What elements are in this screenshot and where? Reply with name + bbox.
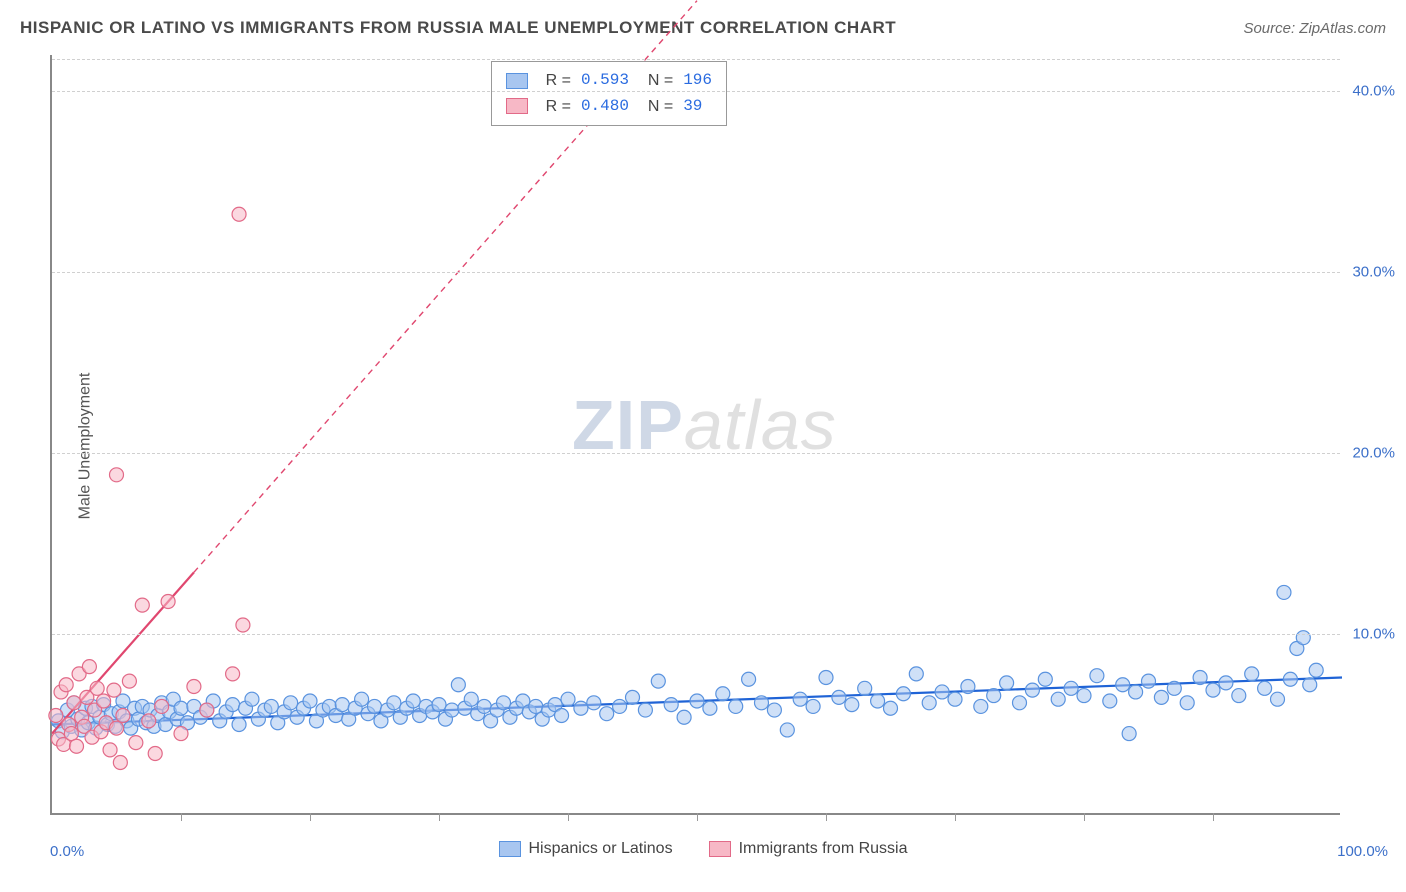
legend-swatch (506, 73, 528, 89)
grid-line-h (52, 91, 1340, 92)
correlation-legend: R = 0.593 N = 196 R = 0.480 N = 39 (491, 61, 727, 126)
legend-item: Immigrants from Russia (709, 840, 908, 858)
legend-r-value: 0.593 (581, 68, 629, 94)
legend-swatch (709, 841, 731, 857)
legend-row: R = 0.480 N = 39 (506, 94, 712, 120)
legend-n-label: N = (639, 94, 673, 120)
grid-line-h (52, 634, 1340, 635)
legend-n-value: 39 (683, 94, 702, 120)
legend-n-value: 196 (683, 68, 712, 94)
x-tick-mark (955, 813, 956, 821)
legend-r-label: R = (546, 94, 571, 120)
legend-swatch (506, 98, 528, 114)
grid-line-h (52, 272, 1340, 273)
legend-item: Hispanics or Latinos (499, 840, 673, 858)
y-tick-label: 30.0% (1352, 264, 1395, 281)
plot-area: ZIPatlas R =0.593 N =196R =0.480 N = 39 … (50, 55, 1340, 815)
legend-r-label: R = (546, 68, 571, 94)
y-tick-label: 20.0% (1352, 445, 1395, 462)
x-tick-mark (1213, 813, 1214, 821)
x-tick-mark (568, 813, 569, 821)
y-tick-label: 40.0% (1352, 83, 1395, 100)
grid-line-h (52, 59, 1340, 60)
grid-line-h (52, 453, 1340, 454)
legend-n-label: N = (639, 68, 673, 94)
x-tick-mark (697, 813, 698, 821)
chart-svg (52, 55, 1340, 813)
legend-row: R = 0.593 N = 196 (506, 68, 712, 94)
legend-label: Hispanics or Latinos (529, 840, 673, 858)
x-tick-mark (439, 813, 440, 821)
chart-source: Source: ZipAtlas.com (1243, 20, 1386, 37)
x-tick-mark (181, 813, 182, 821)
x-tick-mark (310, 813, 311, 821)
legend-r-value: 0.480 (581, 94, 629, 120)
x-tick-mark (826, 813, 827, 821)
legend-label: Immigrants from Russia (739, 840, 908, 858)
series-legend: Hispanics or Latinos Immigrants from Russ… (0, 840, 1406, 862)
x-tick-mark (1084, 813, 1085, 821)
chart-title: HISPANIC OR LATINO VS IMMIGRANTS FROM RU… (20, 18, 896, 38)
chart-header: HISPANIC OR LATINO VS IMMIGRANTS FROM RU… (20, 18, 1386, 38)
legend-swatch (499, 841, 521, 857)
y-tick-label: 10.0% (1352, 626, 1395, 643)
